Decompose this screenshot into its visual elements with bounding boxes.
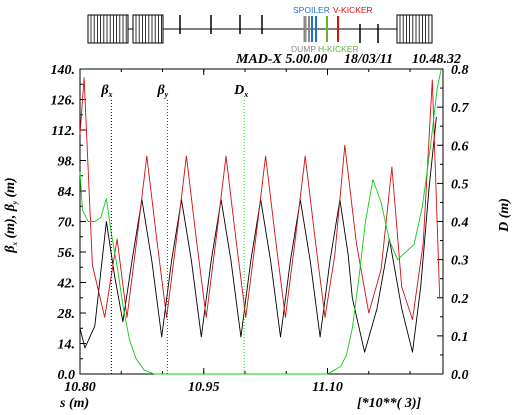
x-tick-label: 11.10 <box>312 380 343 395</box>
y-left-tick-label: 98. <box>58 155 76 170</box>
legend-label: βy <box>156 83 168 99</box>
y-left-tick-label: 140. <box>51 63 76 78</box>
x-tick-label: 10.95 <box>188 380 220 395</box>
plot-frame <box>79 68 444 375</box>
legend-label: βx <box>100 83 112 99</box>
series-line-Dx <box>79 68 442 375</box>
axis-ticks: 0.0 14. 28. 42. 56. 70. 84. 98. 112. 126. 140. 0.0 0… <box>51 63 470 395</box>
x-tick-label: 10.80 <box>64 380 96 395</box>
label-spoiler: SPOILER <box>293 5 330 15</box>
y-right-tick-label: 0.7 <box>451 101 470 116</box>
run-time: 10.48.32 <box>412 52 461 67</box>
right-axis-label: D (m) <box>497 198 512 233</box>
program-version: MAD-X 5.00.00 <box>235 52 327 67</box>
run-date: 18/03/11 <box>344 52 393 67</box>
y-left-tick-label: 14. <box>58 338 76 353</box>
y-left-tick-label: 112. <box>51 124 75 139</box>
y-left-tick-label: 70. <box>58 216 76 231</box>
legend-label: Dx <box>233 83 248 99</box>
series-line-βx <box>79 116 437 353</box>
y-right-tick-label: 0.8 <box>451 63 469 78</box>
y-left-tick-label: 84. <box>58 185 76 200</box>
label-dump: DUMP <box>291 44 316 54</box>
series-lines <box>79 68 442 375</box>
lattice-element-strip <box>87 14 433 44</box>
series-line-βy <box>79 77 441 320</box>
x-axis-label: s (m) <box>59 396 89 411</box>
dipole-block <box>396 14 433 44</box>
label-v-kicker: V-KICKER <box>333 5 373 15</box>
plot-border <box>79 68 444 375</box>
legend: βx βy Dx <box>100 83 248 374</box>
y-right-tick-label: 0.0 <box>451 368 469 383</box>
dipole-block <box>87 14 129 44</box>
label-h-kicker: H-KICKER <box>318 44 359 54</box>
y-right-tick-label: 0.5 <box>451 177 469 192</box>
y-left-tick-label: 28. <box>57 307 76 322</box>
left-axis-label: βx (m), βy (m) <box>3 177 19 253</box>
y-left-tick-label: 42. <box>57 277 76 292</box>
y-left-tick-label: 126. <box>51 94 76 109</box>
y-right-tick-label: 0.3 <box>451 254 469 269</box>
y-right-tick-label: 0.2 <box>451 292 469 307</box>
x-scale-note: [*10**( 3)] <box>357 396 421 411</box>
y-left-tick-label: 56. <box>58 246 76 261</box>
y-left-tick-label: 0.0 <box>58 368 76 383</box>
y-right-tick-label: 0.6 <box>451 139 469 154</box>
y-right-tick-label: 0.1 <box>451 330 469 345</box>
y-right-tick-label: 0.4 <box>451 216 469 231</box>
